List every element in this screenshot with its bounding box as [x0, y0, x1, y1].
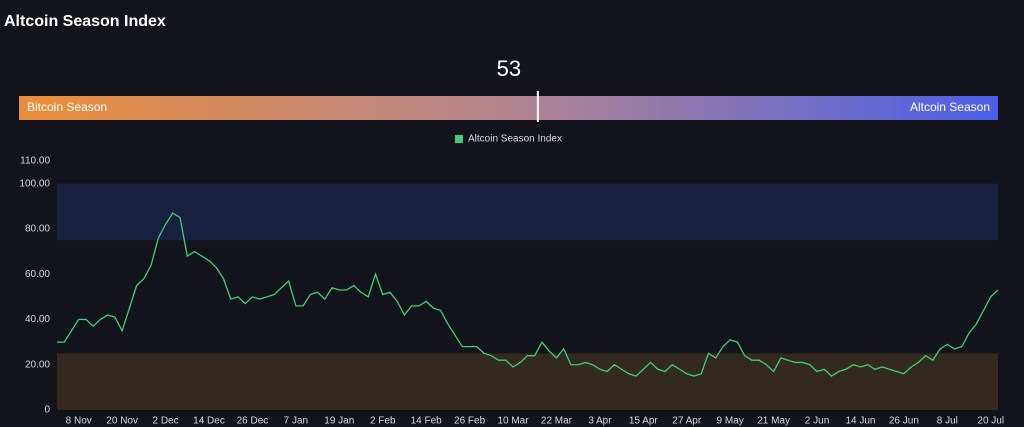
- y-tick-label: 20.00: [25, 359, 50, 370]
- x-tick-label: 22 Mar: [541, 416, 573, 427]
- x-tick-label: 7 Jan: [284, 416, 308, 427]
- y-tick-label: 40.00: [25, 314, 50, 325]
- y-tick-label: 80.00: [25, 224, 50, 235]
- y-tick-label: 60.00: [25, 269, 50, 280]
- legend-swatch: [455, 135, 463, 143]
- x-tick-label: 21 May: [757, 416, 790, 427]
- x-tick-label: 27 Apr: [672, 416, 702, 427]
- y-tick-label: 110.00: [20, 156, 50, 167]
- band: [57, 183, 998, 241]
- x-tick-label: 3 Apr: [588, 416, 612, 427]
- gauge-value: 53: [497, 56, 521, 81]
- y-tick-label: 100.00: [19, 178, 50, 189]
- gauge-left-label: Bitcoin Season: [27, 100, 107, 114]
- x-tick-label: 14 Dec: [193, 416, 225, 427]
- y-tick-label: 0: [44, 405, 50, 416]
- x-tick-label: 20 Nov: [106, 416, 138, 427]
- x-tick-label: 14 Jun: [845, 416, 875, 427]
- x-tick-label: 14 Feb: [411, 416, 443, 427]
- x-tick-label: 19 Jan: [324, 416, 354, 427]
- x-tick-label: 8 Jul: [937, 416, 958, 427]
- x-tick-label: 2 Feb: [370, 416, 396, 427]
- series-line: [57, 212, 999, 377]
- page-title: Altcoin Season Index: [4, 13, 166, 30]
- x-tick-label: 15 Apr: [629, 416, 659, 427]
- x-tick-label: 20 Jul: [977, 416, 1004, 427]
- gauge-right-label: Altcoin Season: [910, 100, 990, 114]
- x-tick-label: 2 Jun: [805, 416, 829, 427]
- x-tick-label: 26 Jun: [889, 416, 919, 427]
- legend-label: Altcoin Season Index: [468, 134, 562, 145]
- gauge-bar: [19, 96, 998, 120]
- x-tick-label: 10 Mar: [497, 416, 529, 427]
- x-tick-label: 9 May: [717, 416, 744, 427]
- x-tick-label: 26 Dec: [237, 416, 269, 427]
- x-tick-label: 8 Nov: [66, 416, 92, 427]
- band: [57, 353, 998, 410]
- x-tick-label: 26 Feb: [454, 416, 486, 427]
- x-tick-label: 2 Dec: [153, 416, 179, 427]
